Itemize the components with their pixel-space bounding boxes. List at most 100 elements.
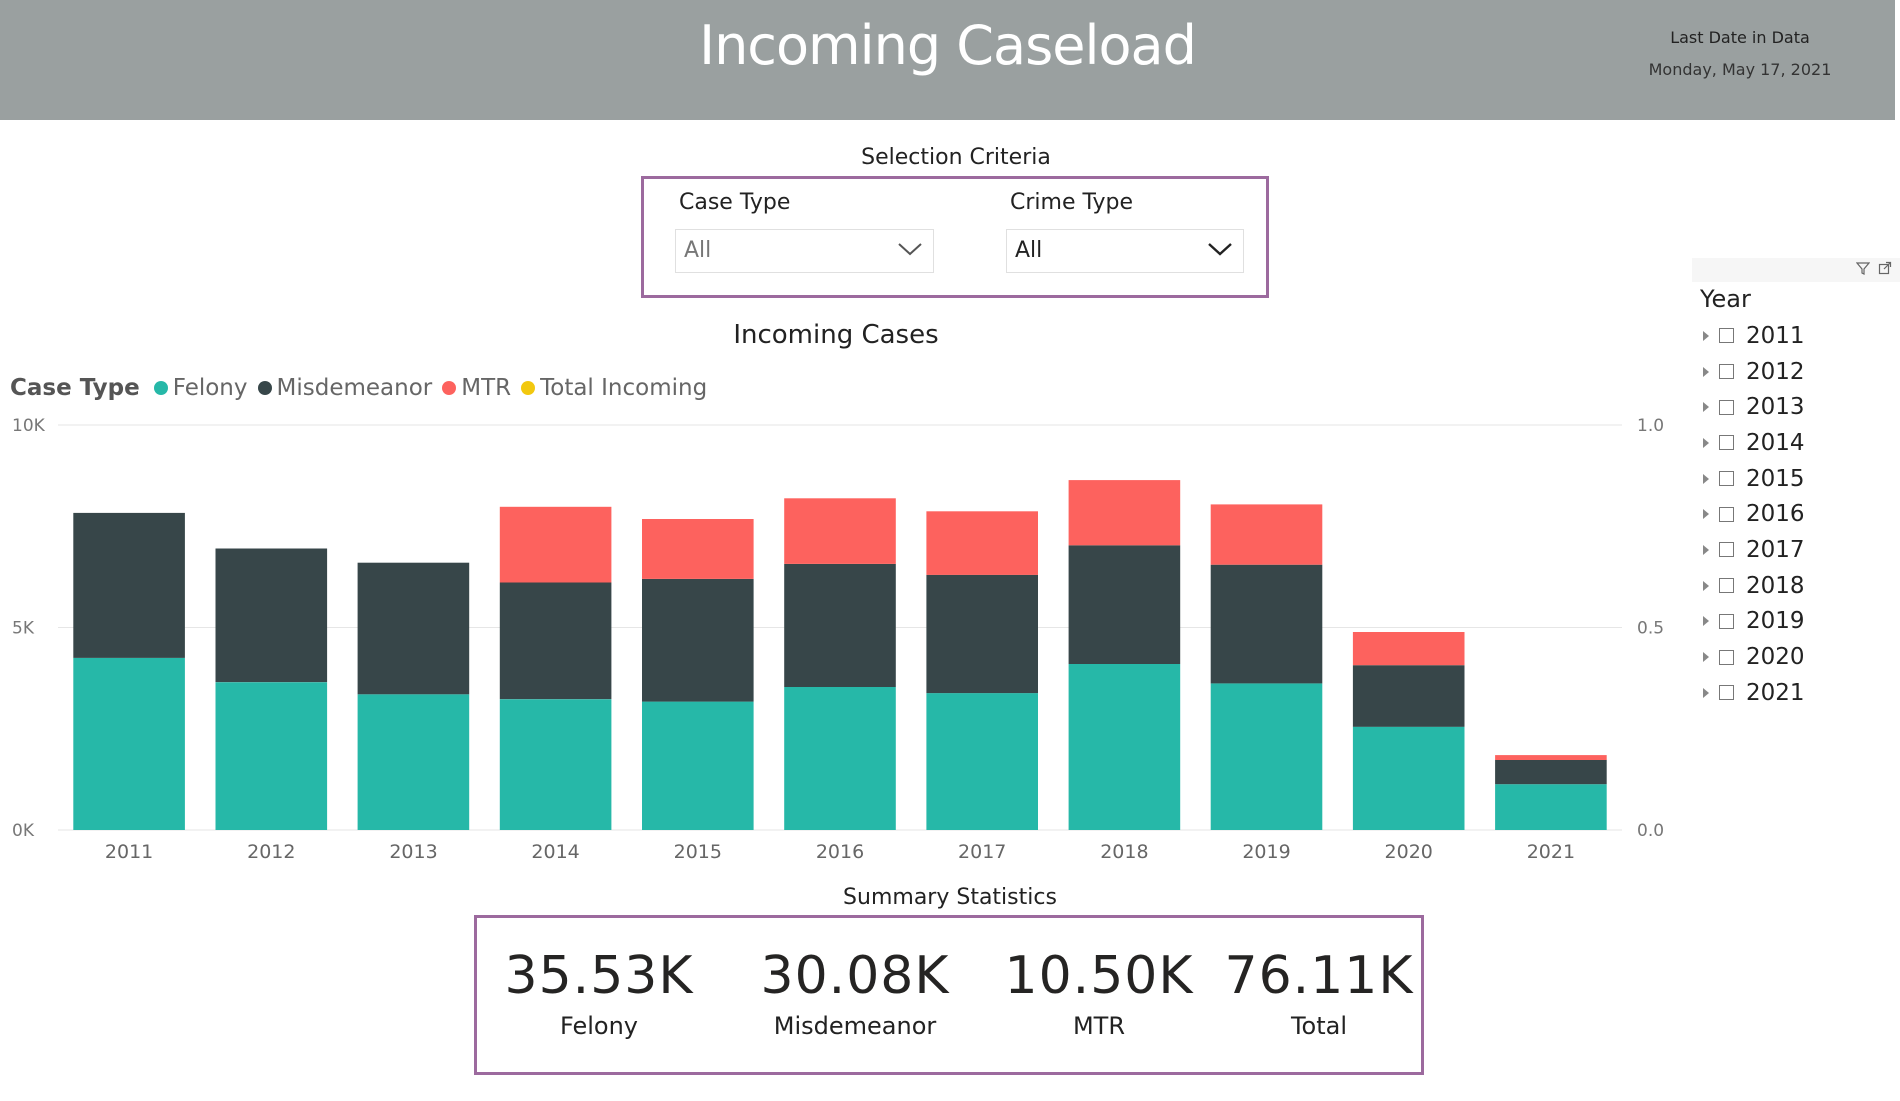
bar-misdemeanor-2012[interactable] [215, 548, 328, 683]
year-checkbox[interactable] [1719, 328, 1734, 344]
year-slicer-item-2017[interactable]: 2017 [1700, 532, 1805, 568]
year-slicer-item-2020[interactable]: 2020 [1700, 639, 1805, 675]
year-slicer-item-2019[interactable]: 2019 [1700, 604, 1805, 640]
kpi-label: MTR [1072, 1012, 1126, 1040]
year-slicer-item-2015[interactable]: 2015 [1700, 461, 1805, 497]
bar-mtr-2020[interactable] [1352, 632, 1465, 666]
crime-type-dropdown[interactable]: All [1006, 229, 1244, 273]
year-slicer-item-2016[interactable]: 2016 [1700, 496, 1805, 532]
year-slicer-item-2018[interactable]: 2018 [1700, 568, 1805, 604]
x-tick-label: 2017 [958, 841, 1006, 863]
bar-mtr-2017[interactable] [926, 511, 1038, 575]
year-checkbox[interactable] [1719, 685, 1734, 701]
x-tick-label: 2014 [531, 841, 579, 863]
bar-misdemeanor-2013[interactable] [357, 562, 470, 695]
bar-misdemeanor-2016[interactable] [784, 563, 896, 687]
expand-arrow-icon[interactable] [1703, 580, 1709, 591]
legend-dot [153, 381, 168, 395]
kpi-card-misdemeanor: 30.08K Misdemeanor [745, 946, 965, 1040]
bar-misdemeanor-2021[interactable] [1495, 759, 1607, 785]
bar-felony-2011[interactable] [73, 657, 185, 830]
legend-item-mtr[interactable]: MTR [442, 375, 511, 401]
year-label: 2015 [1746, 465, 1805, 492]
page-title: Incoming Caseload [699, 14, 1197, 77]
x-tick-label: 2011 [105, 841, 153, 863]
year-slicer-item-2011[interactable]: 2011 [1700, 318, 1805, 354]
expand-arrow-icon[interactable] [1703, 616, 1709, 627]
bar-felony-2013[interactable] [357, 694, 470, 830]
bar-mtr-2021[interactable] [1495, 755, 1607, 760]
year-slicer-list: 2011 2012 2013 2014 2015 2016 2017 2018 2019 2020… [1700, 318, 1805, 711]
chart-legend: Case Type Felony Misdemeanor MTR Total I… [10, 372, 717, 404]
year-label: 2018 [1746, 572, 1805, 599]
expand-arrow-icon[interactable] [1703, 652, 1709, 663]
bar-felony-2016[interactable] [784, 687, 896, 830]
bar-felony-2019[interactable] [1210, 683, 1323, 830]
bar-felony-2012[interactable] [215, 682, 328, 830]
year-slicer-item-2013[interactable]: 2013 [1700, 389, 1805, 425]
bar-mtr-2014[interactable] [499, 506, 612, 583]
expand-arrow-icon[interactable] [1703, 366, 1709, 377]
legend-dot [257, 381, 272, 395]
expand-arrow-icon[interactable] [1703, 509, 1709, 520]
legend-label: MTR [461, 375, 512, 401]
expand-arrow-icon[interactable] [1703, 544, 1709, 555]
incoming-cases-chart[interactable]: 10K 1.0 5K 0.5 0K 0.0 2011 2012 2013 2014 2015 2016… [0, 400, 1690, 880]
bar-felony-2015[interactable] [642, 701, 754, 830]
bar-felony-2014[interactable] [499, 699, 612, 830]
case-type-label: Case Type [679, 190, 791, 215]
expand-arrow-icon[interactable] [1703, 402, 1709, 413]
year-label: 2014 [1746, 429, 1805, 456]
year-checkbox[interactable] [1719, 649, 1734, 665]
expand-arrow-icon[interactable] [1703, 437, 1709, 448]
bar-felony-2018[interactable] [1068, 664, 1181, 830]
year-checkbox[interactable] [1719, 364, 1734, 380]
expand-arrow-icon[interactable] [1703, 473, 1709, 484]
year-label: 2019 [1746, 608, 1805, 635]
year-checkbox[interactable] [1719, 471, 1734, 487]
bar-misdemeanor-2011[interactable] [73, 512, 185, 658]
bar-mtr-2018[interactable] [1068, 480, 1181, 546]
filter-icon[interactable] [1855, 261, 1871, 279]
kpi-value: 10.50K [1004, 946, 1194, 1006]
bar-misdemeanor-2017[interactable] [926, 574, 1038, 694]
bar-misdemeanor-2019[interactable] [1210, 564, 1323, 684]
legend-title: Case Type [10, 375, 140, 401]
legend-item-felony[interactable]: Felony [153, 375, 248, 401]
year-checkbox[interactable] [1719, 399, 1734, 415]
bar-mtr-2015[interactable] [642, 519, 754, 579]
legend-dot [442, 381, 457, 395]
case-type-dropdown[interactable]: All [675, 229, 934, 273]
y2-tick-label: 1.0 [1637, 416, 1664, 436]
year-checkbox[interactable] [1719, 435, 1734, 451]
x-tick-label: 2016 [816, 841, 864, 863]
legend-item-misdemeanor[interactable]: Misdemeanor [257, 375, 432, 401]
bar-mtr-2019[interactable] [1210, 504, 1323, 565]
year-checkbox[interactable] [1719, 542, 1734, 558]
bar-misdemeanor-2015[interactable] [642, 578, 754, 702]
year-slicer-item-2021[interactable]: 2021 [1700, 675, 1805, 711]
year-label: 2013 [1746, 394, 1805, 421]
year-checkbox[interactable] [1719, 578, 1734, 594]
bar-misdemeanor-2020[interactable] [1352, 665, 1465, 727]
expand-arrow-icon[interactable] [1703, 330, 1709, 341]
visual-header [1692, 258, 1900, 282]
bar-misdemeanor-2014[interactable] [499, 582, 612, 700]
bar-felony-2017[interactable] [926, 693, 1038, 830]
report-header: Incoming Caseload Last Date in Data Mond… [0, 0, 1895, 120]
legend-item-total-incoming[interactable]: Total Incoming [521, 375, 707, 401]
kpi-card-mtr: 10.50K MTR [989, 946, 1209, 1040]
kpi-card-felony: 35.53K Felony [489, 946, 709, 1040]
kpi-label: Felony [559, 1012, 639, 1040]
bar-mtr-2016[interactable] [784, 498, 896, 564]
bar-felony-2020[interactable] [1352, 726, 1465, 830]
year-slicer-item-2012[interactable]: 2012 [1700, 354, 1805, 390]
year-label: 2016 [1746, 501, 1805, 528]
year-slicer-item-2014[interactable]: 2014 [1700, 425, 1805, 461]
bar-felony-2021[interactable] [1495, 784, 1607, 830]
focus-mode-icon[interactable] [1878, 261, 1892, 279]
year-checkbox[interactable] [1719, 613, 1734, 629]
year-checkbox[interactable] [1719, 506, 1734, 522]
bar-misdemeanor-2018[interactable] [1068, 545, 1181, 664]
expand-arrow-icon[interactable] [1703, 687, 1709, 698]
